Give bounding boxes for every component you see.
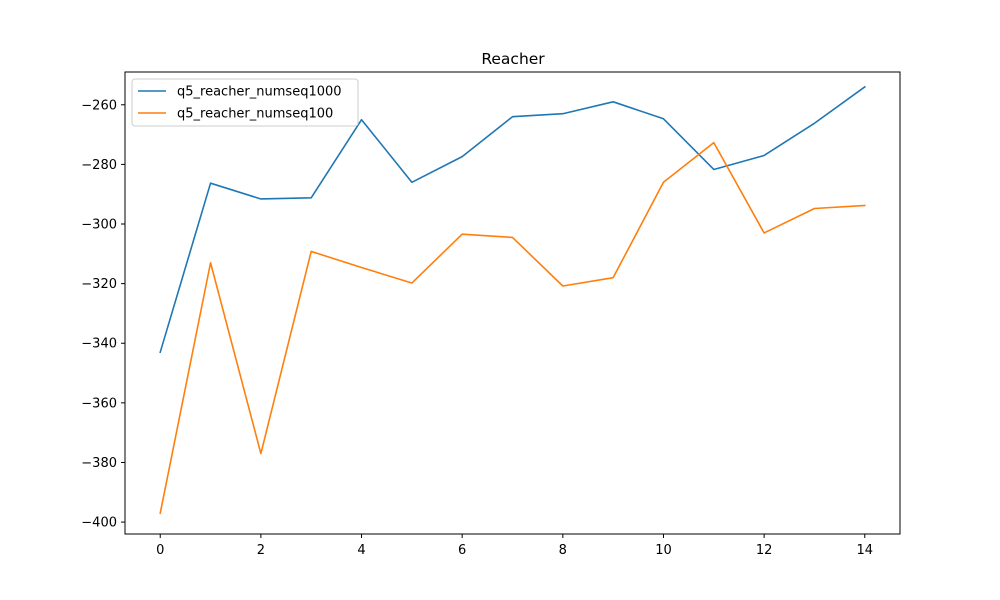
- legend-label-1: q5_reacher_numseq100: [177, 107, 333, 122]
- x-tick-label: 0: [156, 543, 164, 558]
- legend: q5_reacher_numseq1000 q5_reacher_numseq10…: [131, 78, 359, 127]
- y-tick-label: −280: [81, 158, 117, 173]
- x-tick-label: 4: [357, 543, 365, 558]
- x-tick-label: 14: [856, 543, 873, 558]
- chart-title: Reacher: [481, 50, 545, 68]
- y-tick-label: −260: [81, 98, 117, 113]
- y-tick-label: −340: [81, 337, 117, 352]
- series-line-0: [159, 85, 866, 354]
- x-tick-label: 10: [655, 543, 672, 558]
- series-line-1: [159, 141, 866, 515]
- x-axis: 0 2 4 6 8 10 12 14: [156, 534, 873, 558]
- x-tick-label: 8: [559, 543, 567, 558]
- y-tick-label: −360: [81, 396, 117, 411]
- y-axis: −400 −380 −360 −340 −320 −300 −280 −260: [81, 98, 125, 531]
- x-tick-label: 6: [458, 543, 466, 558]
- y-tick-label: −320: [81, 277, 117, 292]
- x-tick-label: 2: [257, 543, 265, 558]
- y-tick-label: −300: [81, 218, 117, 233]
- legend-label-0: q5_reacher_numseq1000: [177, 85, 342, 100]
- y-tick-label: −400: [81, 516, 117, 531]
- lines-layer: [159, 85, 866, 515]
- legend-box: [131, 78, 359, 127]
- y-tick-label: −380: [81, 456, 117, 471]
- plot-frame: [124, 71, 901, 535]
- x-tick-label: 12: [756, 543, 773, 558]
